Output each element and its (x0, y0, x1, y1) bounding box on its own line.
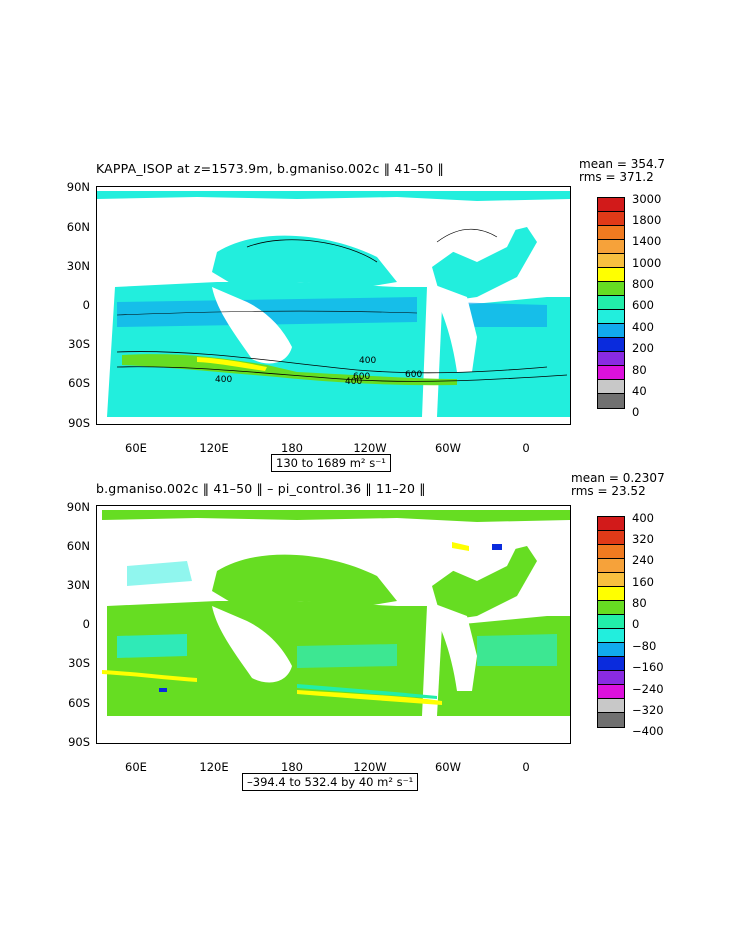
colorbar-label: 1400 (632, 234, 662, 248)
lat-label: 60N (66, 539, 90, 553)
colorbar-cell (598, 545, 624, 559)
colorbar-label: 320 (632, 532, 654, 546)
colorbar-label: 600 (632, 298, 654, 312)
panel-2-colorbar (597, 516, 625, 728)
colorbar-cell (598, 657, 624, 671)
panel-1-map-graphic: 400 400 400 600 600 (97, 187, 570, 424)
colorbar-cell (598, 615, 624, 629)
lat-label: 0 (82, 617, 90, 631)
colorbar-cell (598, 517, 624, 531)
panel-2-map-graphic (97, 506, 570, 743)
panel-1-rms: rms = 371.2 (579, 170, 654, 184)
colorbar-label: −160 (632, 660, 664, 674)
lon-label: 60E (125, 760, 147, 774)
lon-label: 180 (281, 441, 303, 455)
lon-label: 120W (353, 441, 387, 455)
colorbar-cell (598, 629, 624, 643)
colorbar-label: −400 (632, 724, 664, 738)
colorbar-label: 0 (632, 405, 640, 419)
colorbar-cell (598, 338, 624, 352)
colorbar-cell (598, 587, 624, 601)
panel-2-map (96, 505, 571, 744)
colorbar-cell (598, 685, 624, 699)
colorbar-label: −80 (632, 639, 657, 653)
colorbar-label: 3000 (632, 192, 662, 206)
colorbar-label: 240 (632, 553, 654, 567)
colorbar-cell (598, 296, 624, 310)
colorbar-cell (598, 268, 624, 282)
contour-label: 400 (359, 356, 376, 366)
lat-label: 90S (68, 735, 90, 749)
lon-label: 60W (434, 760, 461, 774)
colorbar-cell (598, 671, 624, 685)
colorbar-cell (598, 366, 624, 380)
colorbar-cell (598, 240, 624, 254)
colorbar-cell (598, 699, 624, 713)
colorbar-label: 160 (632, 575, 654, 589)
colorbar-cell (598, 324, 624, 338)
colorbar-cell (598, 713, 624, 727)
colorbar-label: 40 (632, 384, 647, 398)
lat-label: 30N (66, 259, 90, 273)
contour-label: 400 (215, 375, 232, 385)
colorbar-cell (598, 380, 624, 394)
contour-label: 600 (405, 370, 422, 380)
colorbar-cell (598, 531, 624, 545)
panel-1-map: 400 400 400 600 600 (96, 186, 571, 425)
lon-label: 120W (353, 760, 387, 774)
panel-2-title: b.gmaniso.002c ‖ 41–50 ‖ – pi_control.36… (96, 481, 426, 496)
lat-label: 30N (66, 578, 90, 592)
lat-label: 30S (68, 656, 90, 670)
lon-label: 0 (522, 760, 530, 774)
colorbar-cell (598, 282, 624, 296)
colorbar-cell (598, 601, 624, 615)
panel-2-range: –394.4 to 532.4 by 40 m² s⁻¹ (242, 773, 419, 791)
lon-label: 0 (522, 441, 530, 455)
colorbar-label: 80 (632, 363, 647, 377)
colorbar-label: 1800 (632, 213, 662, 227)
lat-label: 90N (66, 180, 90, 194)
lat-label: 60S (68, 376, 90, 390)
colorbar-cell (598, 254, 624, 268)
colorbar-cell (598, 226, 624, 240)
panel-1-range: 130 to 1689 m² s⁻¹ (271, 454, 391, 472)
lat-label: 60S (68, 696, 90, 710)
lon-label: 180 (281, 760, 303, 774)
lat-label: 90N (66, 500, 90, 514)
colorbar-cell (598, 198, 624, 212)
contour-label: 400 (345, 377, 362, 387)
colorbar-cell (598, 212, 624, 226)
colorbar-label: −240 (632, 682, 664, 696)
colorbar-label: 0 (632, 617, 640, 631)
panel-2-rms: rms = 23.52 (571, 484, 646, 498)
panel-1-mean: mean = 354.7 (579, 157, 666, 171)
lon-label: 60E (125, 441, 147, 455)
colorbar-cell (598, 573, 624, 587)
colorbar-label: −320 (632, 703, 664, 717)
lat-label: 30S (68, 337, 90, 351)
panel-1-colorbar (597, 197, 625, 409)
panel-1-title: KAPPA_ISOP at z=1573.9m, b.gmaniso.002c … (96, 161, 445, 176)
panel-2-mean: mean = 0.2307 (571, 471, 665, 485)
contour-label: 600 (353, 372, 370, 382)
colorbar-cell (598, 394, 624, 408)
panel-2-stats: mean = 0.2307 rms = 23.52 (571, 472, 665, 498)
colorbar-label: 200 (632, 341, 654, 355)
panel-1-stats: mean = 354.7 rms = 371.2 (579, 158, 665, 184)
colorbar-label: 400 (632, 511, 654, 525)
colorbar-cell (598, 310, 624, 324)
colorbar-cell (598, 643, 624, 657)
colorbar-label: 800 (632, 277, 654, 291)
colorbar-cell (598, 352, 624, 366)
colorbar-label: 400 (632, 320, 654, 334)
lat-label: 60N (66, 220, 90, 234)
colorbar-label: 80 (632, 596, 647, 610)
colorbar-label: 1000 (632, 256, 662, 270)
lat-label: 0 (82, 298, 90, 312)
lon-label: 120E (199, 441, 229, 455)
lon-label: 60W (434, 441, 461, 455)
lon-label: 120E (199, 760, 229, 774)
lat-label: 90S (68, 416, 90, 430)
colorbar-cell (598, 559, 624, 573)
